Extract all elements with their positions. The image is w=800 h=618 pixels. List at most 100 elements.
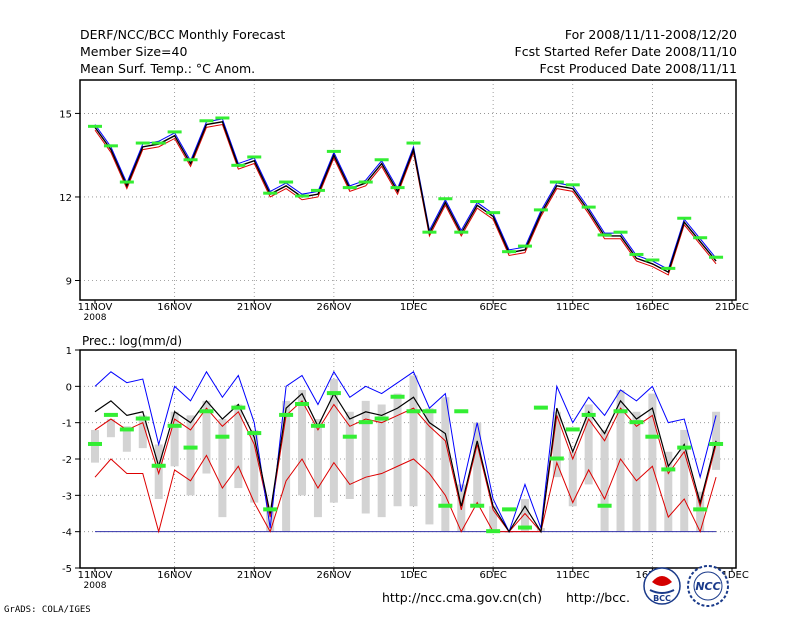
prec-marker: [565, 427, 580, 432]
prec-spread-bar: [218, 419, 227, 518]
prec-spread-bar: [409, 375, 418, 507]
prec-spread-bar: [298, 389, 307, 496]
prec-marker: [374, 416, 389, 421]
prec-marker: [88, 441, 102, 446]
prec-spread-bar: [266, 509, 275, 532]
temp-marker: [103, 144, 118, 148]
prec-spread-bar: [234, 404, 243, 489]
x-tick-label: 11DEC: [556, 570, 590, 581]
prec-spread-bar: [489, 506, 498, 532]
prec-marker: [597, 503, 612, 508]
temp-marker: [151, 141, 166, 145]
prec-spread-bar: [393, 393, 402, 507]
bcc-url-link[interactable]: http://bcc.: [566, 590, 630, 605]
x-tick-label: 16NOV: [157, 302, 192, 313]
x-tick-label: 1DEC: [400, 570, 427, 581]
ncc-logo-inner-ring: [693, 571, 723, 601]
temp-marker: [390, 186, 405, 190]
x-tick-label: 21DEC: [715, 570, 749, 581]
prec-marker: [693, 507, 708, 512]
prec-spread-bar: [696, 491, 705, 532]
temp-marker: [406, 141, 421, 145]
prec-marker: [151, 463, 166, 468]
prec-spread-bar: [632, 411, 641, 532]
bcc-logo: [643, 567, 681, 605]
prec-spread-bar: [616, 389, 625, 532]
temp-marker: [533, 208, 548, 212]
x-tick-label: 11NOV: [78, 570, 113, 581]
grads-credit: GrADS: COLA/IGES: [4, 605, 91, 615]
x-tick-label: 21NOV: [237, 570, 272, 581]
temp-marker: [597, 233, 612, 237]
prec-marker: [613, 409, 628, 414]
x-tick-label: 21NOV: [237, 302, 272, 313]
prec-marker: [167, 423, 182, 428]
member-size-label: Member Size=40: [80, 44, 188, 59]
y-tick-label: -5: [62, 564, 72, 575]
prec-marker: [549, 456, 564, 461]
prec-spread-bar: [584, 404, 593, 485]
prec-spread-bar: [712, 411, 721, 470]
temp-marker: [374, 158, 389, 162]
temp-marker: [263, 191, 278, 195]
prec-marker: [645, 434, 660, 439]
prec-black-line: [94, 392, 717, 534]
prec-spread-bar: [441, 397, 450, 532]
temp-lower-series-line: [94, 123, 717, 276]
temp-marker: [502, 250, 517, 254]
bcc-logo-flame-icon: [652, 576, 672, 586]
prec-spread-bar: [345, 411, 354, 499]
prec-spread-bar: [377, 404, 386, 518]
x-tick-label: 21DEC: [715, 302, 749, 313]
prec-marker: [581, 412, 596, 417]
temp-marker: [326, 149, 341, 153]
prec-marker: [279, 412, 294, 417]
prec-spread-bar: [473, 422, 482, 507]
prec-spread-bar: [154, 444, 163, 499]
temp-marker: [565, 183, 580, 187]
prec-marker: [103, 412, 118, 417]
temp-marker: [709, 255, 724, 259]
prec-marker: [295, 402, 310, 406]
ncc-url-link[interactable]: http://ncc.cma.gov.cn(ch): [382, 590, 542, 605]
temp-marker: [693, 236, 708, 240]
prec-title: Prec.: log(mm/d): [82, 334, 182, 348]
produced-date: Fcst Produced Date 2008/11/11: [539, 61, 737, 76]
temp-marker: [119, 180, 134, 184]
prec-marker: [119, 427, 134, 432]
x-tick-label: 26NOV: [317, 570, 352, 581]
prec-red-lower-line: [94, 454, 717, 534]
prec-spread-bar: [680, 429, 689, 532]
temp-marker: [215, 116, 230, 120]
prec-marker: [199, 409, 214, 414]
temp-marker: [645, 258, 660, 262]
temperature-variable-label: Mean Surf. Temp.: °C Anom.: [80, 61, 256, 76]
prec-marker: [709, 441, 724, 446]
temp-marker: [279, 180, 294, 184]
temp-marker: [629, 252, 644, 256]
y-tick-label: 9: [66, 277, 72, 288]
prec-spread-bar: [282, 400, 291, 532]
temp-marker: [661, 266, 676, 270]
prec-marker: [502, 507, 517, 512]
prec-marker: [326, 391, 341, 396]
started-date: Fcst Started Refer Date 2008/11/10: [514, 44, 738, 59]
y-tick-label: -3: [62, 491, 72, 502]
y-tick-label: -4: [62, 528, 72, 539]
temp-marker: [295, 194, 310, 198]
temp-marker: [310, 188, 325, 192]
temp-marker: [486, 211, 501, 215]
prec-marker: [470, 503, 485, 508]
prec-spread-bar: [313, 419, 322, 518]
x-tick-label: 11NOV: [78, 302, 113, 313]
prec-marker: [310, 423, 325, 428]
prec-spread-bar: [122, 426, 131, 452]
prec-spread-bar: [186, 415, 195, 496]
prec-marker: [231, 405, 246, 410]
prec-marker: [454, 409, 469, 414]
temp-marker: [358, 180, 373, 184]
prec-spread-bar: [648, 393, 657, 532]
prec-marker: [263, 507, 278, 512]
prec-marker: [486, 529, 501, 534]
x-tick-label: 1DEC: [400, 302, 427, 313]
